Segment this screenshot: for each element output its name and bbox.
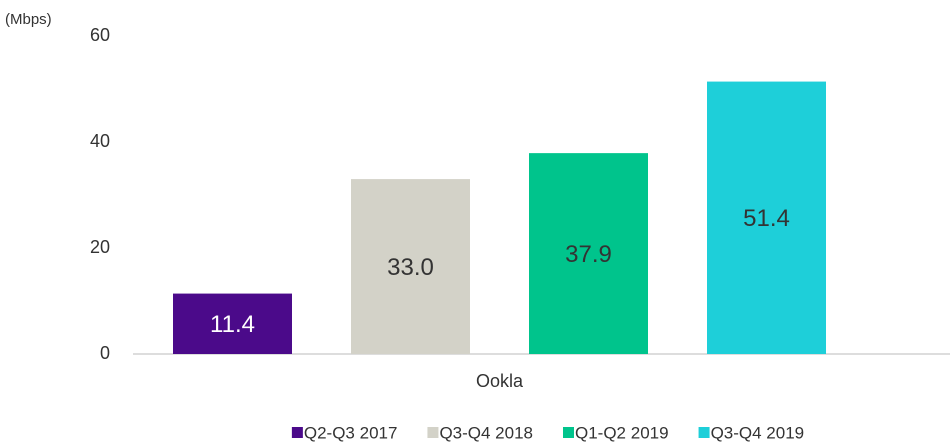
bar: [707, 81, 826, 354]
y-tick-label: 60: [90, 25, 110, 45]
legend-label: Q1-Q2 2019: [575, 423, 669, 442]
data-label: 51.4: [743, 205, 790, 232]
bar: [529, 153, 648, 354]
x-tick-label: Ookla: [476, 371, 524, 391]
y-tick-label: 20: [90, 237, 110, 257]
legend-label: Q3-Q4 2019: [711, 423, 805, 442]
y-axis-label: (Mbps): [5, 11, 52, 28]
legend-label: Q3-Q4 2018: [439, 423, 533, 442]
legend-swatch: [291, 427, 303, 438]
legend-swatch: [563, 427, 574, 438]
bar: [351, 179, 470, 354]
legend-swatch: [427, 427, 439, 438]
y-tick-label: 40: [90, 131, 110, 151]
legend: Q2-Q3 2017 Q3-Q4 2018 Q1-Q2 2019 Q3-Q4 2019: [291, 423, 805, 442]
data-label: 37.9: [565, 241, 612, 268]
data-label: 33.0: [387, 254, 434, 281]
legend-swatch: [698, 427, 710, 438]
bar: [173, 293, 292, 354]
legend-label: Q2-Q3 2017: [304, 423, 398, 442]
data-label: 11.4: [210, 311, 255, 338]
y-tick-label: 0: [100, 343, 110, 363]
